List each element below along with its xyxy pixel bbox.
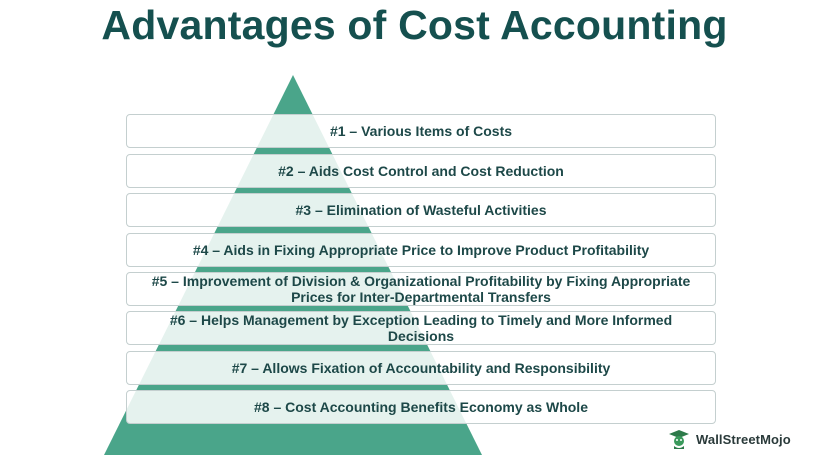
- advantage-item-2: #2 – Aids Cost Control and Cost Reductio…: [126, 154, 716, 188]
- advantage-item-7: #7 – Allows Fixation of Accountability a…: [126, 351, 716, 385]
- mojo-logo-icon: [666, 428, 692, 450]
- advantage-item-1: #1 – Various Items of Costs: [126, 114, 716, 148]
- advantage-label: #7 – Allows Fixation of Accountability a…: [232, 360, 611, 376]
- advantage-item-8: #8 – Cost Accounting Benefits Economy as…: [126, 390, 716, 424]
- advantage-item-4: #4 – Aids in Fixing Appropriate Price to…: [126, 233, 716, 267]
- advantage-label: #8 – Cost Accounting Benefits Economy as…: [254, 399, 588, 415]
- advantage-label: #4 – Aids in Fixing Appropriate Price to…: [193, 242, 649, 258]
- advantage-item-3: #3 – Elimination of Wasteful Activities: [126, 193, 716, 227]
- advantage-label: #2 – Aids Cost Control and Cost Reductio…: [278, 163, 564, 179]
- advantage-item-6: #6 – Helps Management by Exception Leadi…: [126, 311, 716, 345]
- advantage-item-5: #5 – Improvement of Division & Organizat…: [126, 272, 716, 306]
- brand-logo: WallStreetMojo: [666, 428, 791, 450]
- advantage-label: #5 – Improvement of Division & Organizat…: [135, 273, 707, 305]
- advantage-label: #3 – Elimination of Wasteful Activities: [295, 202, 546, 218]
- advantage-label: #1 – Various Items of Costs: [330, 123, 512, 139]
- advantage-label: #6 – Helps Management by Exception Leadi…: [135, 312, 707, 344]
- logo-text: WallStreetMojo: [696, 432, 791, 447]
